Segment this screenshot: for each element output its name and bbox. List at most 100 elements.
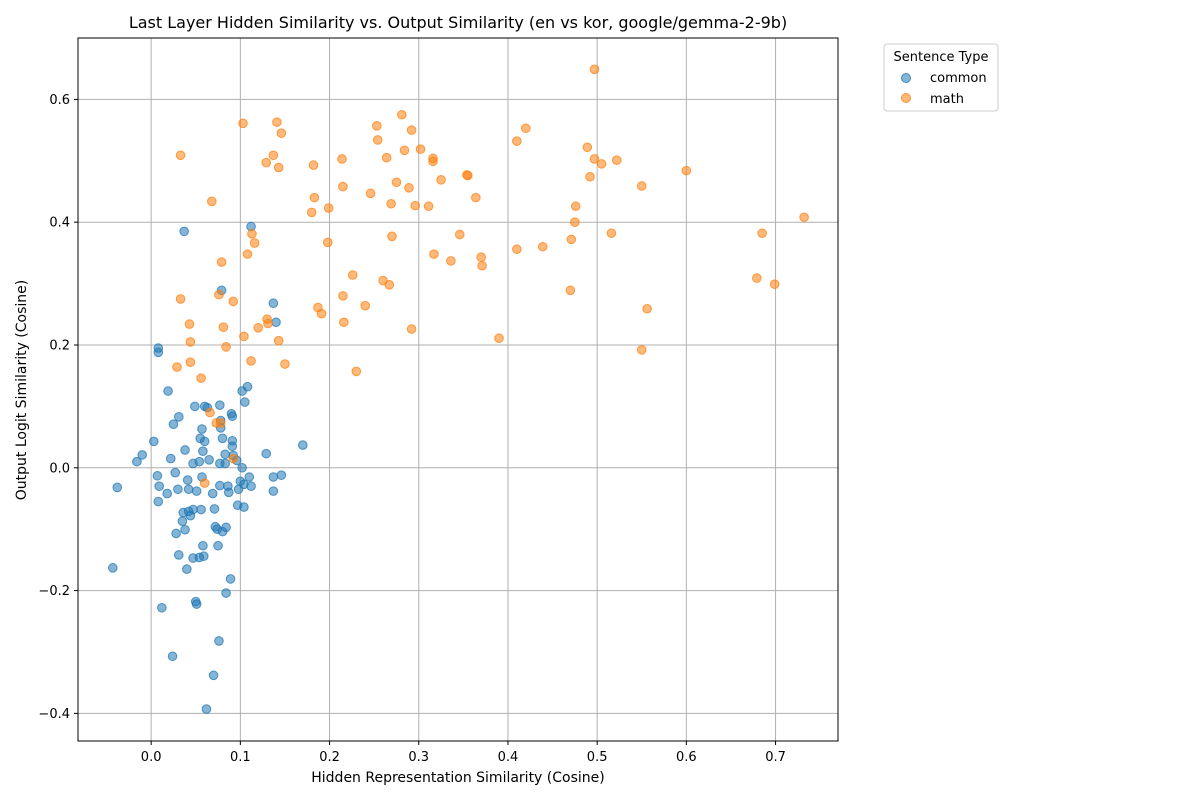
data-point-math (406, 125, 417, 135)
data-point-math (372, 120, 382, 131)
y-tick-label: 0.2 (49, 338, 70, 353)
data-point-math (570, 201, 581, 212)
data-point-common (246, 481, 256, 492)
data-point-math (636, 181, 647, 191)
y-tick-label: −0.4 (38, 707, 70, 722)
data-point-common (188, 504, 198, 515)
data-point-common (168, 419, 179, 429)
legend: Sentence Type common math (883, 43, 999, 112)
y-axis-ticks: −0.4 −0.2 0.0 0.2 0.4 0.6 (38, 93, 78, 722)
data-point-math (242, 249, 253, 259)
data-point-math (423, 201, 434, 212)
data-point-math (214, 289, 224, 300)
data-point-common (261, 448, 272, 459)
data-point-common (198, 551, 209, 561)
data-point-math (339, 317, 349, 328)
data-point-math (406, 324, 417, 334)
data-point-common (137, 450, 148, 460)
data-point-math (520, 123, 531, 134)
data-point-math (463, 170, 473, 181)
data-point-math (799, 212, 809, 223)
data-point-common (182, 564, 192, 574)
x-tick-label: 0.7 (765, 750, 786, 765)
data-point-common (180, 524, 190, 535)
data-point-math (642, 303, 652, 314)
data-point-common (163, 386, 173, 396)
data-point-common (197, 424, 207, 434)
data-point-common (170, 467, 181, 478)
y-axis-label: Output Logit Similarity (Cosine) (14, 280, 30, 501)
data-point-math (246, 356, 256, 366)
data-point-math (582, 142, 593, 153)
data-point-math (228, 453, 239, 464)
data-point-math (268, 150, 279, 161)
data-point-math (606, 228, 617, 239)
data-point-math (570, 217, 580, 227)
data-point-math (196, 373, 206, 383)
data-point-math (185, 337, 196, 347)
data-point-common (173, 550, 184, 560)
data-point-common (239, 502, 249, 512)
data-point-common (268, 298, 279, 309)
data-point-math (757, 228, 767, 239)
data-point-common (198, 446, 208, 457)
data-point-common (297, 440, 308, 450)
data-point-common (214, 636, 224, 646)
data-point-common (152, 470, 163, 481)
data-point-math (596, 159, 607, 169)
x-tick-label: 0.6 (676, 750, 697, 765)
data-point-math (263, 318, 273, 329)
data-point-math (512, 244, 522, 255)
data-point-math (436, 175, 446, 185)
data-point-math (322, 237, 333, 248)
x-axis-label: Hidden Representation Similarity (Cosine… (311, 770, 604, 786)
data-point-common (244, 472, 255, 482)
data-point-common (165, 453, 176, 464)
data-point-math (216, 257, 227, 267)
data-point-math (276, 128, 287, 138)
data-point-common (221, 522, 231, 533)
data-point-common (237, 462, 247, 473)
data-point-common (190, 401, 200, 412)
data-point-common (268, 486, 279, 496)
legend-label-common: common (930, 71, 987, 86)
legend-box (883, 43, 999, 112)
data-point-common (177, 516, 188, 526)
legend-title: Sentence Type (894, 50, 989, 65)
data-point-common (162, 488, 173, 499)
data-point-math (280, 359, 290, 369)
data-point-common (217, 433, 228, 444)
data-point-math (215, 418, 226, 428)
x-axis-ticks: 0.0 0.1 0.2 0.3 0.4 0.5 0.6 0.7 (141, 741, 786, 765)
data-point-math (247, 229, 257, 239)
data-point-math (316, 308, 327, 319)
legend-marker-common (901, 73, 911, 83)
data-point-common (180, 445, 190, 455)
legend-label-math: math (930, 92, 964, 107)
data-point-math (752, 273, 762, 283)
data-point-math (306, 207, 317, 218)
data-point-math (221, 342, 231, 352)
data-point-math (185, 357, 196, 367)
data-point-math (372, 135, 383, 145)
data-point-math (261, 157, 272, 168)
x-tick-label: 0.1 (230, 750, 251, 765)
data-point-math (273, 162, 284, 173)
data-point-common (107, 563, 118, 573)
data-point-common (154, 481, 164, 492)
data-point-common (215, 400, 225, 410)
data-point-math (323, 203, 334, 213)
grid-lines (78, 38, 838, 741)
data-point-common (225, 574, 236, 584)
data-point-common (149, 436, 159, 447)
data-point-common (179, 226, 189, 237)
x-tick-label: 0.4 (498, 750, 519, 765)
data-point-math (338, 291, 348, 301)
x-tick-label: 0.5 (587, 750, 608, 765)
y-tick-label: −0.2 (38, 584, 70, 599)
scatter-points (107, 64, 809, 714)
data-point-math (611, 155, 622, 165)
x-tick-label: 0.2 (319, 750, 340, 765)
data-point-math (494, 333, 504, 344)
